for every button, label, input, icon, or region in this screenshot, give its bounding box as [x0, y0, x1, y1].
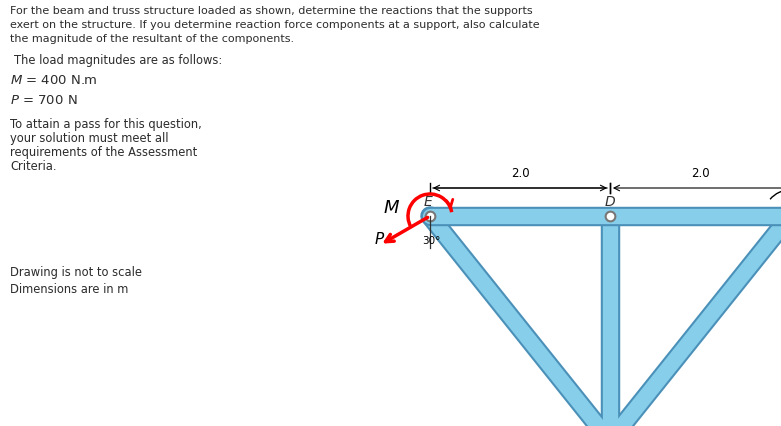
Text: exert on the structure. If you determine reaction force components at a support,: exert on the structure. If you determine…	[10, 20, 540, 30]
Text: 2.0: 2.0	[511, 167, 530, 180]
Text: To attain a pass for this question,: To attain a pass for this question,	[10, 118, 201, 131]
Text: E: E	[423, 195, 433, 209]
Text: your solution must meet all: your solution must meet all	[10, 132, 169, 145]
Text: $\mathit{P}$ = 700 N: $\mathit{P}$ = 700 N	[10, 94, 77, 107]
Text: $\mathit{M}$ = 400 N.m: $\mathit{M}$ = 400 N.m	[10, 74, 98, 87]
Text: $P$: $P$	[374, 231, 385, 247]
Text: 30°: 30°	[422, 236, 440, 246]
Text: Dimensions are in m: Dimensions are in m	[10, 283, 128, 296]
Text: The load magnitudes are as follows:: The load magnitudes are as follows:	[14, 54, 223, 67]
Text: D: D	[604, 195, 615, 209]
Text: $M$: $M$	[383, 199, 401, 217]
Text: 2.0: 2.0	[690, 167, 709, 180]
Text: For the beam and truss structure loaded as shown, determine the reactions that t: For the beam and truss structure loaded …	[10, 6, 533, 16]
Text: Criteria.: Criteria.	[10, 160, 56, 173]
Text: the magnitude of the resultant of the components.: the magnitude of the resultant of the co…	[10, 34, 294, 44]
Text: Drawing is not to scale: Drawing is not to scale	[10, 266, 142, 279]
Text: requirements of the Assessment: requirements of the Assessment	[10, 146, 198, 159]
